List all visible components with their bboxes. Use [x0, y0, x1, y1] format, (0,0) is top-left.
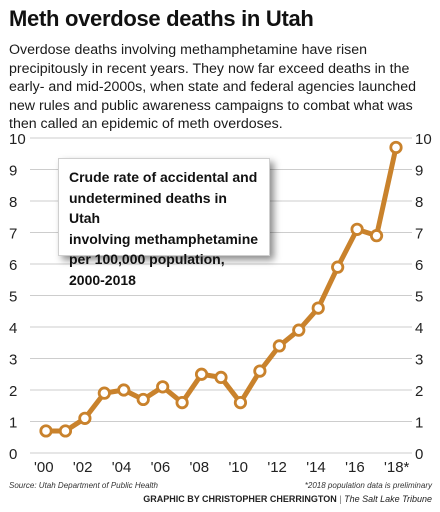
x-tick-label: '02 [73, 459, 93, 476]
x-tick-label: '08 [190, 459, 210, 476]
x-tick-label: '14 [306, 459, 326, 476]
data-point [233, 395, 248, 410]
y-tick-label-left: 10 [9, 131, 26, 148]
data-point [311, 301, 325, 315]
x-tick-label: '06 [151, 459, 171, 476]
y-tick-label-left: 9 [9, 163, 17, 180]
credit-separator: | [339, 494, 342, 504]
callout-line: involving methamphetamine [69, 230, 259, 247]
preliminary-note: *2018 population data is preliminary [304, 481, 432, 490]
x-axis: '00 '02 '04 '06 '08 '10 '12 '14 '16 '18* [34, 459, 410, 476]
y-tick-label-right: 1 [415, 415, 423, 432]
y-axis-left: 0 1 2 3 4 5 6 7 8 9 10 [9, 131, 26, 463]
y-tick-label-right: 6 [415, 257, 423, 274]
y-axis-right: 0 1 2 3 4 5 6 7 8 9 10 [415, 131, 432, 463]
data-point [39, 424, 53, 438]
x-tick-label: '10 [228, 459, 248, 476]
y-tick-label-left: 6 [9, 257, 17, 274]
y-tick-label-left: 5 [9, 289, 17, 306]
y-tick-label-right: 5 [415, 289, 423, 306]
data-point [292, 323, 306, 337]
y-tick-label-left: 3 [9, 352, 17, 369]
y-tick-label-left: 7 [9, 226, 17, 243]
x-tick-label: '16 [345, 459, 365, 476]
data-point [214, 370, 228, 384]
y-tick-label-right: 8 [415, 194, 423, 211]
y-tick-label-left: 1 [9, 415, 17, 432]
source-note: Source: Utah Department of Public Health [9, 481, 158, 490]
series-meth-rate [39, 140, 403, 438]
data-point [331, 260, 345, 274]
data-point [58, 424, 73, 438]
callout-line: undetermined deaths in Utah [69, 189, 227, 227]
data-point [117, 383, 131, 397]
data-point [194, 367, 209, 381]
y-tick-label-left: 0 [9, 446, 17, 463]
x-tick-label: '12 [267, 459, 287, 476]
data-point [369, 229, 384, 243]
y-tick-label-right: 2 [415, 383, 423, 400]
page-subtitle: Overdose deaths involving methamphetamin… [9, 42, 416, 133]
x-tick-label: '18* [384, 459, 410, 476]
data-point [156, 380, 170, 394]
y-tick-label-right: 7 [415, 226, 423, 243]
y-tick-label-right: 0 [415, 446, 423, 463]
callout-line: 2000-2018 [69, 271, 136, 288]
y-tick-label-left: 2 [9, 383, 17, 400]
callout-line: Crude rate of accidental and [69, 169, 258, 185]
page-title: Meth overdose deaths in Utah [9, 6, 314, 31]
graphic-credit: GRAPHIC BY CHRISTOPHER CHERRINGTON | The… [143, 494, 432, 504]
data-point [350, 222, 364, 236]
callout-line: per 100,000 population, [69, 251, 225, 267]
y-tick-label-left: 8 [9, 194, 17, 211]
data-point [175, 395, 189, 410]
y-tick-label-right: 3 [415, 352, 423, 369]
data-point [97, 386, 111, 400]
gridlines [30, 137, 412, 454]
x-tick-label: '00 [34, 459, 54, 476]
data-point [78, 411, 92, 425]
data-point [253, 364, 267, 378]
x-tick-label: '04 [112, 459, 132, 476]
chart-description-box: Crude rate of accidental and undetermine… [58, 158, 270, 288]
y-tick-label-right: 4 [415, 320, 423, 337]
data-point [272, 339, 286, 353]
y-tick-label-right: 10 [415, 131, 432, 148]
y-tick-label-left: 4 [9, 320, 17, 337]
data-point [136, 392, 150, 407]
credit-author: GRAPHIC BY CHRISTOPHER CHERRINGTON [143, 494, 337, 504]
data-point [389, 140, 403, 155]
y-tick-label-right: 9 [415, 163, 423, 180]
credit-publication: The Salt Lake Tribune [344, 494, 432, 504]
